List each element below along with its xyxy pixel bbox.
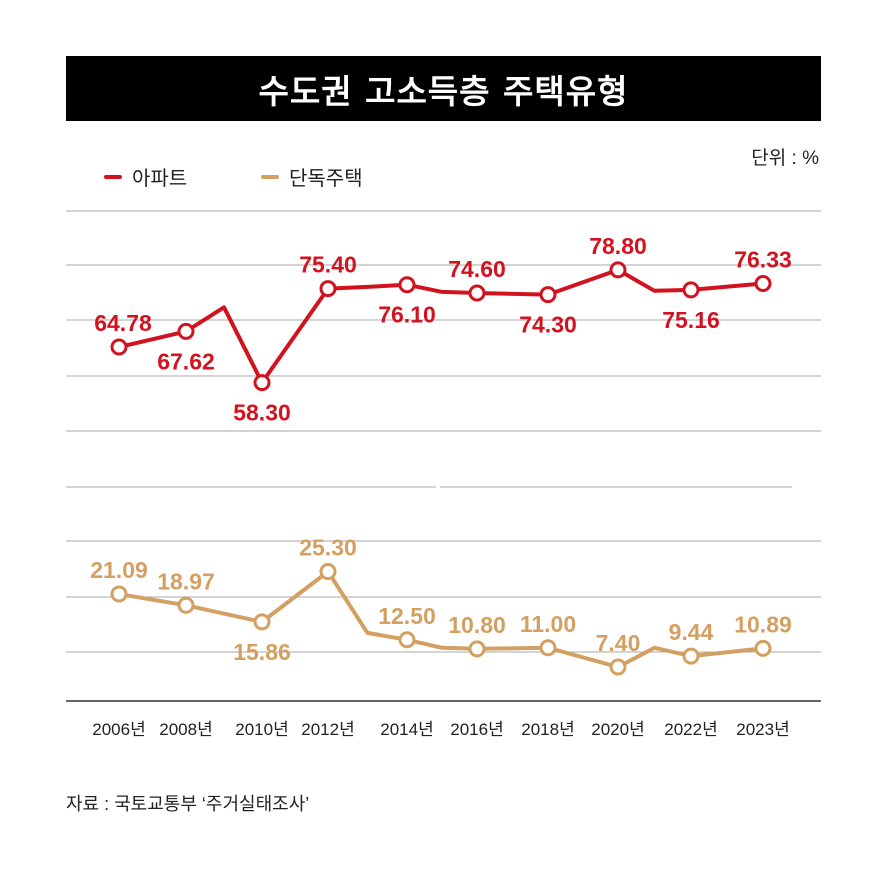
data-label: 74.60 [448,256,506,282]
data-label: 64.78 [94,310,152,336]
data-point [398,631,416,649]
series-line-detached [118,569,764,669]
x-tick-label: 2012년 [301,720,354,739]
data-point [682,647,700,665]
data-label: 74.30 [519,312,577,338]
data-point [682,281,700,299]
legend-label-apartment: 아파트 [132,168,188,190]
data-point [754,639,772,657]
x-tick-label: 2022년 [664,720,717,739]
data-point [468,640,486,658]
data-point [539,639,557,657]
series-line-apartment [118,267,764,385]
data-point [253,613,271,631]
data-label: 21.09 [90,557,148,583]
data-point [319,563,337,581]
x-tick-label: 2010년 [235,720,288,739]
x-tick-label: 2006년 [92,720,145,739]
data-point [609,658,627,676]
data-label: 76.33 [734,246,792,272]
data-label: 7.40 [596,630,641,656]
x-tick-label: 2020년 [591,720,644,739]
source-note: 자료 : 국토교통부 ‘주거실태조사’ [66,794,310,814]
data-label: 10.89 [734,611,792,637]
x-tick-label: 2008년 [159,720,212,739]
data-point [398,276,416,294]
chart-title: 수도권 고소득층 주택유형 [258,71,629,111]
x-tick-label: 2023년 [736,720,789,739]
legend-item-detached: 단독주택 [261,162,363,191]
data-point [319,280,337,298]
data-label: 11.00 [520,611,576,637]
data-label: 9.44 [669,619,714,645]
chart-title-bar: 수도권 고소득층 주택유형 [66,56,821,121]
legend-swatch-detached [261,174,279,179]
data-point [177,596,195,614]
data-point [539,286,557,304]
x-tick-label: 2016년 [450,720,503,739]
data-label: 67.62 [157,348,215,374]
data-label: 18.97 [157,568,215,594]
x-tick-label: 2014년 [380,720,433,739]
data-point [177,322,195,340]
data-label: 10.80 [448,612,506,638]
data-label: 25.30 [299,535,357,561]
data-label: 12.50 [378,603,436,629]
data-point [110,585,128,603]
data-label: 75.16 [662,307,720,333]
legend-swatch-apartment [104,174,122,179]
data-point [468,284,486,302]
unit-label: 단위 : % [751,148,819,169]
legend-item-apartment: 아파트 [104,162,187,191]
data-point [754,274,772,292]
data-point [253,374,271,392]
data-point [110,338,128,356]
data-label: 58.30 [233,400,291,426]
x-tick-label: 2018년 [521,720,574,739]
data-label: 78.80 [589,233,647,259]
data-label: 75.40 [299,252,357,278]
legend-label-detached: 단독주택 [289,168,363,190]
data-label: 76.10 [378,302,436,328]
data-label: 15.86 [233,639,291,665]
data-point [609,261,627,279]
